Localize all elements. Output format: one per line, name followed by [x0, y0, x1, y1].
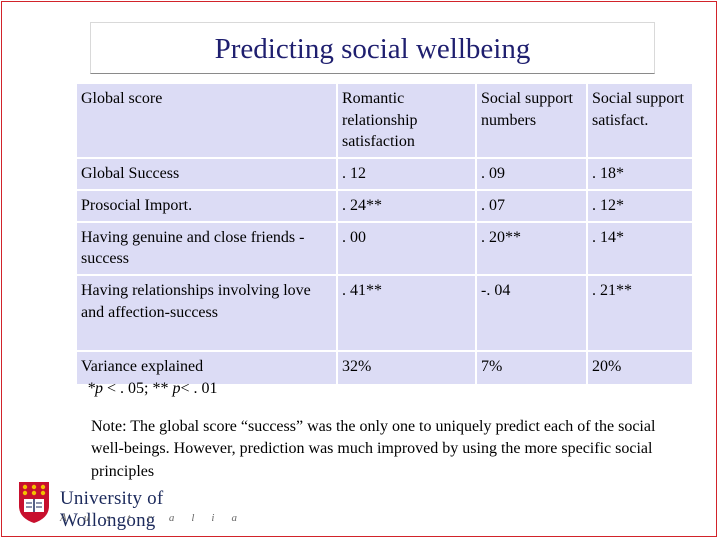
- title-box: Predicting social wellbeing: [90, 22, 655, 74]
- table-cell: . 14*: [588, 222, 692, 276]
- header-cell: Social support satisfact.: [588, 84, 692, 159]
- row-label: Having genuine and close friends -succes…: [77, 222, 336, 276]
- row-label: Having relationships involving love and …: [77, 275, 336, 352]
- table-cell: . 12: [338, 158, 475, 191]
- footnote-text: < . 01: [180, 380, 218, 397]
- table-cell: -. 04: [477, 275, 586, 352]
- header-cell: Global score: [77, 84, 336, 159]
- table-cell: . 21**: [588, 275, 692, 352]
- table-cell: . 24**: [338, 190, 475, 223]
- table-cell: 7%: [477, 351, 586, 386]
- university-name: University of Wollongong: [60, 488, 164, 531]
- row-label: Variance explained: [77, 351, 336, 386]
- table-row: Global Success . 12 . 09 . 18*: [77, 158, 692, 191]
- table-cell: . 18*: [588, 158, 692, 191]
- table-row: Having relationships involving love and …: [77, 275, 692, 352]
- table-cell: . 09: [477, 158, 586, 191]
- table-cell: 32%: [338, 351, 475, 386]
- results-table: Global score Romantic relationship satis…: [75, 84, 694, 386]
- table-cell: . 20**: [477, 222, 586, 276]
- table-cell: . 07: [477, 190, 586, 223]
- crest-icon: [19, 482, 49, 523]
- slide-title: Predicting social wellbeing: [214, 33, 531, 65]
- row-label: Global Success: [77, 158, 336, 191]
- university-country: Australia: [60, 512, 254, 524]
- table-cell: . 12*: [588, 190, 692, 223]
- row-label: Prosocial Import.: [77, 190, 336, 223]
- table-cell: . 41**: [338, 275, 475, 352]
- significance-footnote: *p < . 05; ** p< . 01: [87, 380, 218, 398]
- header-cell: Social support numbers: [477, 84, 586, 159]
- table-cell: 20%: [588, 351, 692, 386]
- footnote-p-symbol: p: [172, 380, 181, 397]
- table-row: Variance explained 32% 7% 20%: [77, 351, 692, 386]
- table-header-row: Global score Romantic relationship satis…: [77, 84, 692, 159]
- footnote-text: < . 05; **: [103, 380, 173, 397]
- university-logo: University of Wollongong Australia: [18, 480, 238, 531]
- note-text: Note: The global score “success” was the…: [91, 418, 656, 480]
- table-row: Prosocial Import. . 24** . 07 . 12*: [77, 190, 692, 223]
- header-cell: Romantic relationship satisfaction: [338, 84, 475, 159]
- table-row: Having genuine and close friends -succes…: [77, 222, 692, 276]
- table-cell: . 00: [338, 222, 475, 276]
- footnote-p-symbol: *p: [87, 380, 103, 397]
